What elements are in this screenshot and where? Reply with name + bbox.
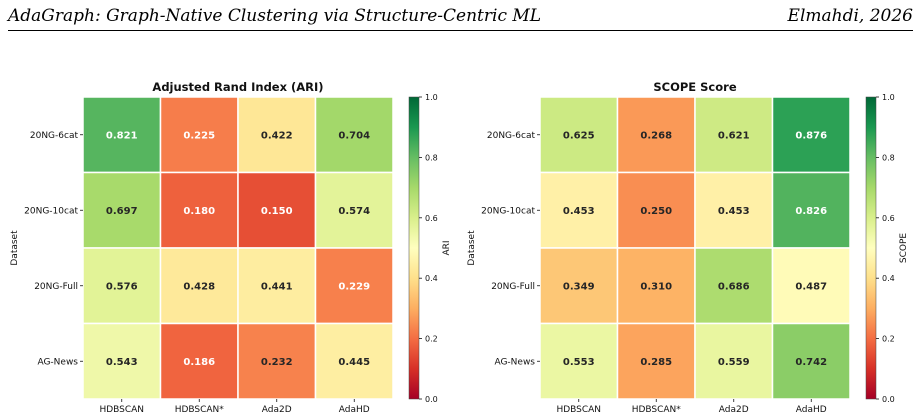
heatmap-cell: [314, 96, 394, 174]
cell-value-label: 0.250: [640, 206, 672, 217]
heatmap-cell: [694, 322, 774, 400]
colorbar-label: ARI: [442, 240, 452, 255]
column-tick-label: AdaHD: [796, 405, 827, 415]
heatmap-cell: [539, 247, 619, 325]
heatmap-cell: [314, 171, 394, 249]
column-tick-label: HDBSCAN*: [175, 405, 225, 415]
heatmap-cell: [82, 247, 162, 325]
paper-author-year: Elmahdi, 2026: [787, 6, 913, 26]
cell-value-label: 0.742: [795, 357, 827, 368]
cell-value-label: 0.543: [106, 357, 138, 368]
heatmap-cell: [694, 96, 774, 174]
column-tick-label: Ada2D: [262, 405, 292, 415]
colorbar-tick-label: 1.0: [882, 93, 895, 102]
heatmap-cell: [771, 171, 851, 249]
cell-value-label: 0.180: [183, 206, 215, 217]
cell-value-label: 0.453: [718, 206, 750, 217]
heatmap-cell: [616, 322, 696, 400]
row-tick-label: 20NG-Full: [491, 282, 535, 292]
cell-value-label: 0.686: [718, 281, 750, 292]
cell-value-label: 0.826: [795, 206, 827, 217]
cell-value-label: 0.553: [563, 357, 595, 368]
row-tick-label: 20NG-10cat: [481, 206, 535, 216]
column-tick-label: HDBSCAN: [99, 405, 144, 415]
cell-value-label: 0.232: [261, 357, 293, 368]
heatmap-cell: [616, 247, 696, 325]
heatmap-cell: [771, 322, 851, 400]
scope-heatmap-panel: SCOPE Score 0.625 0.268 0.621 0.876 0.453 0.25…: [467, 80, 909, 415]
colorbar-tick-label: 1.0: [425, 93, 438, 102]
cell-value-label: 0.876: [795, 130, 827, 141]
heatmap-cell: [82, 96, 162, 174]
chart-title: SCOPE Score: [653, 80, 736, 94]
cell-value-label: 0.453: [563, 206, 595, 217]
cell-value-label: 0.697: [106, 206, 138, 217]
column-tick-label: HDBSCAN: [556, 405, 601, 415]
row-tick-label: AG-News: [37, 357, 78, 367]
heatmap-cell: [237, 322, 317, 400]
cell-value-label: 0.422: [261, 130, 293, 141]
colorbar-tick-label: 0.4: [882, 274, 895, 283]
heatmap-cell: [539, 96, 619, 174]
cell-value-label: 0.310: [640, 281, 672, 292]
heatmap-cell: [159, 96, 239, 174]
row-tick-label: 20NG-6cat: [30, 131, 79, 141]
paper-title: AdaGraph: Graph-Native Clustering via St…: [8, 6, 542, 26]
cell-value-label: 0.574: [338, 206, 370, 217]
heatmap-cell: [771, 96, 851, 174]
heatmap-cell: [616, 171, 696, 249]
colorbar-tick-label: 0.6: [425, 214, 438, 223]
y-axis-label: Dataset: [467, 230, 477, 266]
heatmap-cell: [314, 247, 394, 325]
cell-value-label: 0.428: [183, 281, 215, 292]
chart-title: Adjusted Rand Index (ARI): [152, 80, 323, 94]
heatmap-cell: [314, 322, 394, 400]
colorbar-tick-label: 0.0: [882, 395, 895, 404]
heatmap-cell: [237, 171, 317, 249]
row-tick-label: AG-News: [494, 357, 535, 367]
row-tick-label: 20NG-Full: [34, 282, 78, 292]
cell-value-label: 0.704: [338, 130, 370, 141]
cell-value-label: 0.150: [261, 206, 293, 217]
cell-value-label: 0.821: [106, 130, 138, 141]
colorbar-tick-label: 0.0: [425, 395, 438, 404]
column-tick-label: Ada2D: [719, 405, 749, 415]
colorbar-label: SCOPE: [899, 233, 909, 264]
row-tick-label: 20NG-10cat: [24, 206, 78, 216]
cell-value-label: 0.445: [338, 357, 370, 368]
cell-value-label: 0.487: [795, 281, 827, 292]
cell-value-label: 0.268: [640, 130, 672, 141]
column-tick-label: AdaHD: [339, 405, 370, 415]
colorbar-tick-label: 0.4: [425, 274, 438, 283]
column-tick-label: HDBSCAN*: [632, 405, 682, 415]
heatmap-cell: [82, 322, 162, 400]
cell-value-label: 0.186: [183, 357, 215, 368]
colorbar-tick-label: 0.6: [882, 214, 895, 223]
cell-value-label: 0.229: [338, 281, 370, 292]
cell-value-label: 0.621: [718, 130, 750, 141]
colorbar-tick-label: 0.2: [425, 335, 438, 344]
heatmap-cell: [694, 171, 774, 249]
y-axis-label: Dataset: [10, 230, 20, 266]
colorbar-tick-label: 0.2: [882, 335, 895, 344]
cell-value-label: 0.285: [640, 357, 672, 368]
ari-heatmap-panel: Adjusted Rand Index (ARI) 0.821 0.225 0.422…: [10, 80, 452, 415]
cell-value-label: 0.441: [261, 281, 293, 292]
cell-value-label: 0.559: [718, 357, 750, 368]
running-header: AdaGraph: Graph-Native Clustering via St…: [8, 6, 913, 31]
colorbar-tick-label: 0.8: [882, 153, 895, 162]
cell-value-label: 0.225: [183, 130, 215, 141]
colorbar-tick-label: 0.8: [425, 153, 438, 162]
cell-value-label: 0.349: [563, 281, 595, 292]
heatmap-cell: [771, 247, 851, 325]
cell-value-label: 0.625: [563, 130, 595, 141]
colorbar: [865, 96, 877, 400]
cell-value-label: 0.576: [106, 281, 138, 292]
row-tick-label: 20NG-6cat: [487, 131, 536, 141]
colorbar: [408, 96, 420, 400]
